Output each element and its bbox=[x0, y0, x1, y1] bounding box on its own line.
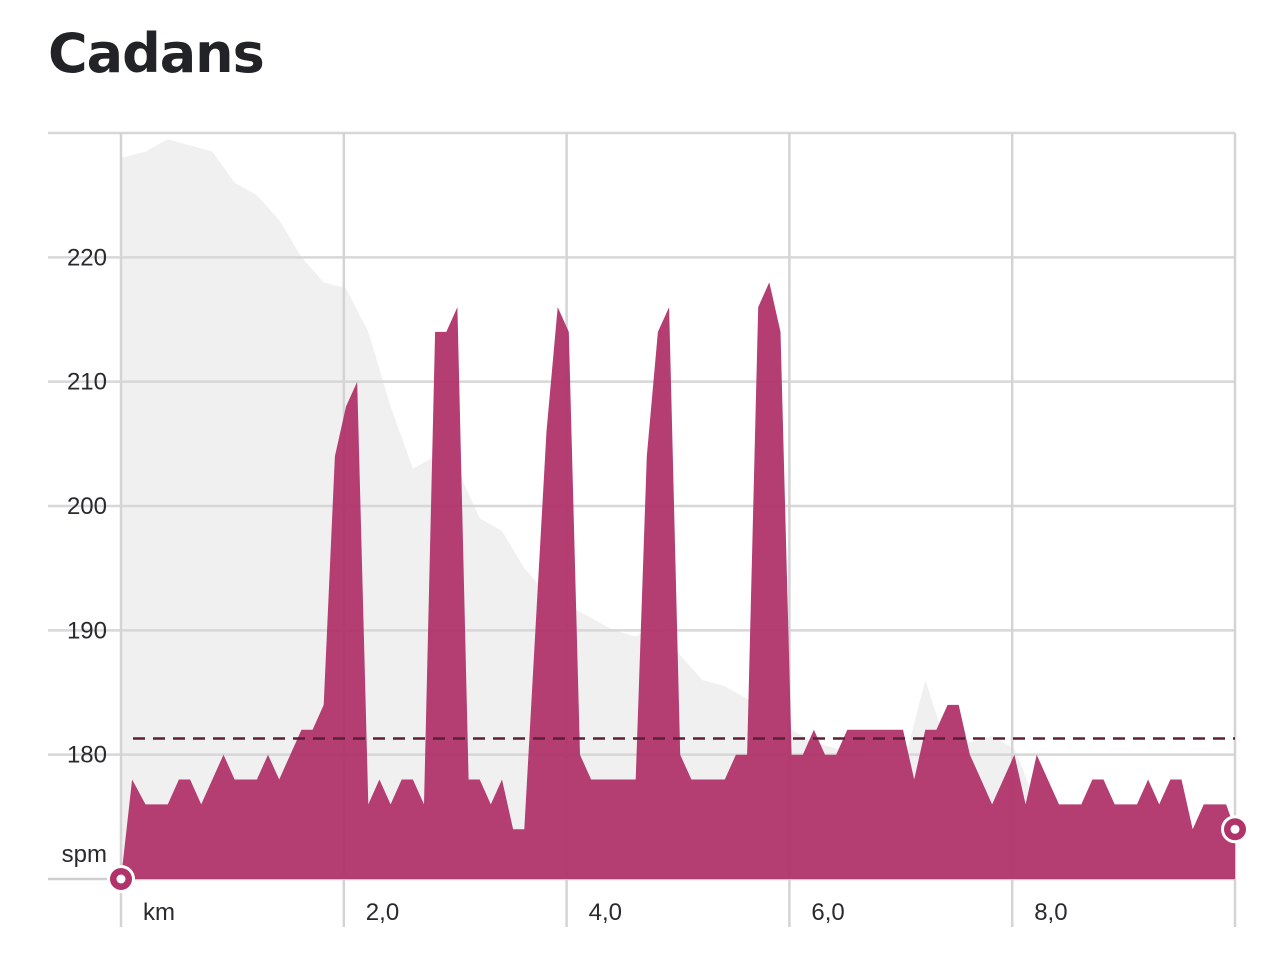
x-tick-label: 6,0 bbox=[811, 899, 844, 926]
x-axis-unit-label: km bbox=[143, 899, 175, 926]
y-tick-label: 220 bbox=[67, 244, 107, 271]
page-title: Cadans bbox=[48, 22, 265, 85]
end-marker[interactable] bbox=[1221, 815, 1249, 844]
y-axis-unit-label: spm bbox=[62, 841, 107, 868]
marker-layer bbox=[107, 815, 1249, 893]
x-tick-label: 4,0 bbox=[589, 899, 622, 926]
background-layer bbox=[121, 139, 1235, 879]
y-tick-label: 200 bbox=[67, 493, 107, 520]
y-tick-label: 190 bbox=[67, 617, 107, 644]
y-tick-label: 180 bbox=[67, 742, 107, 769]
x-tick-label: 2,0 bbox=[366, 899, 399, 926]
label-layer: 180 190 200 210 220 spm km 2,0 4,0 6,0 8,0 bbox=[62, 244, 1068, 926]
start-marker-center bbox=[116, 874, 126, 884]
area-layer bbox=[121, 282, 1235, 879]
cadence-area bbox=[121, 282, 1235, 879]
start-marker[interactable] bbox=[107, 865, 135, 893]
end-marker-center bbox=[1230, 824, 1240, 834]
x-tick-label: 8,0 bbox=[1034, 899, 1067, 926]
y-tick-label: 210 bbox=[67, 369, 107, 396]
elevation-background-area bbox=[121, 139, 1235, 879]
